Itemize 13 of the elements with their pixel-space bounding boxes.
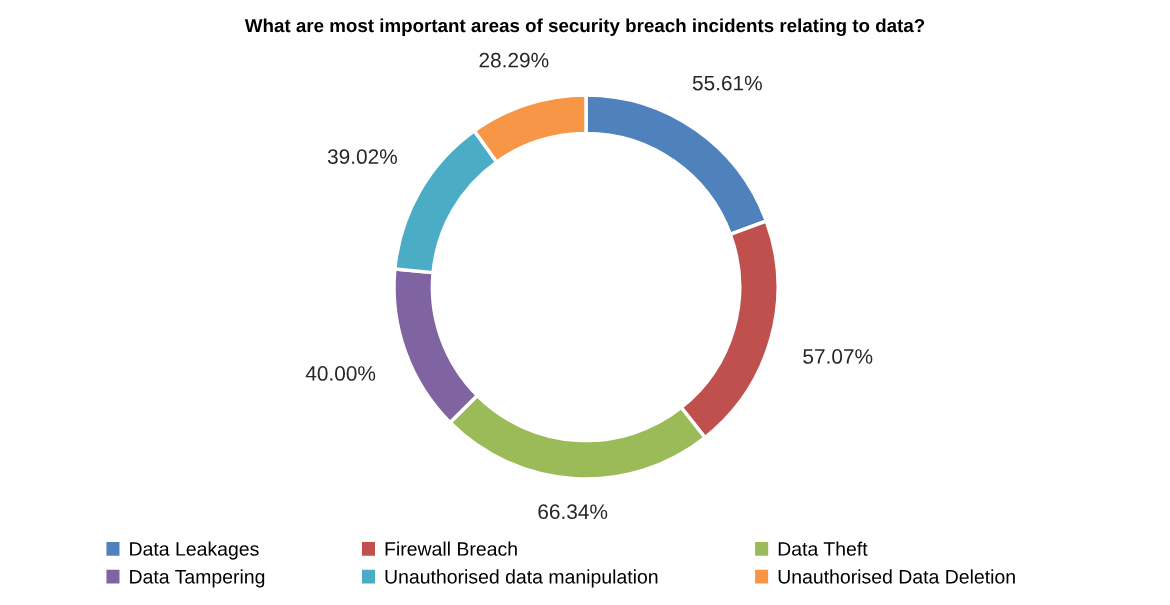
legend-label: Data Leakages: [130, 541, 259, 560]
legend-label: Data Tampering: [130, 569, 265, 588]
data-label: 55.61%: [692, 75, 762, 91]
legend-label: Data Theft: [778, 541, 868, 556]
data-label: 66.34%: [538, 504, 608, 520]
data-label: 57.07%: [803, 349, 873, 364]
data-label: 39.02%: [327, 149, 397, 165]
chart-title: What are most important areas of security breach incidents relating to data?: [244, 18, 925, 37]
data-label: 40.00%: [305, 366, 376, 381]
legend-label: Unauthorised Data Deletion: [778, 569, 1015, 584]
legend-label: Unauthorised data manipulation: [385, 569, 658, 588]
data-label: 28.29%: [479, 52, 549, 68]
legend-label: Firewall Breach: [385, 541, 517, 556]
